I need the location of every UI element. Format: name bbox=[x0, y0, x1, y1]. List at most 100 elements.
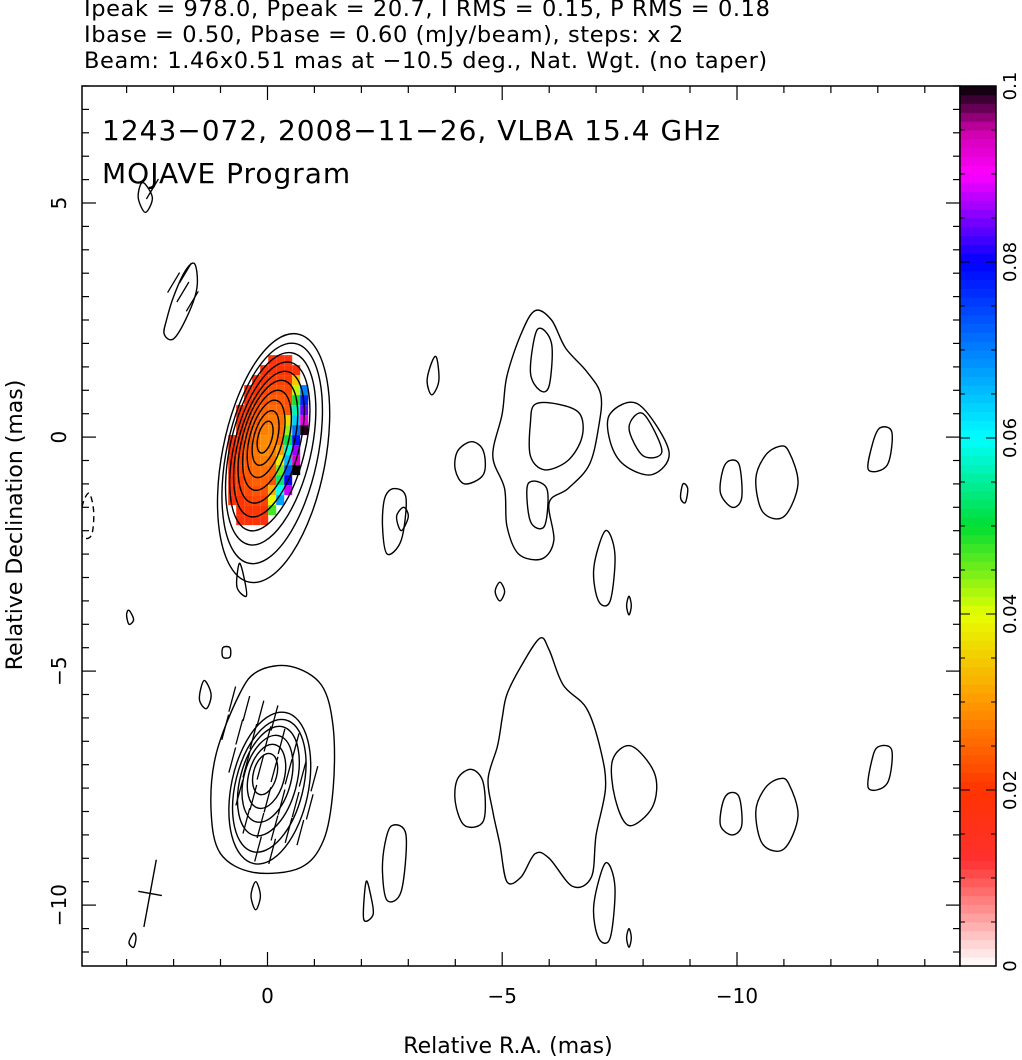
evpa-vector bbox=[235, 719, 244, 745]
x-tick-label: 0 bbox=[261, 984, 274, 1008]
polarization-pixel bbox=[260, 425, 269, 436]
pol-core-contour bbox=[236, 725, 300, 837]
evpa-vector bbox=[263, 726, 272, 752]
core-contour bbox=[229, 361, 311, 532]
colorbar-swatch bbox=[960, 746, 996, 756]
colorbar-swatch bbox=[960, 719, 996, 729]
colorbar-tick-label: 0.08 bbox=[1000, 242, 1021, 282]
colorbar-swatch bbox=[960, 860, 996, 870]
pol-jet-contour bbox=[487, 637, 607, 889]
colorbar-swatch bbox=[960, 781, 996, 791]
evpa-vector bbox=[256, 700, 265, 726]
colorbar-swatch bbox=[960, 930, 996, 941]
colorbar-swatch bbox=[960, 904, 996, 914]
pol-jet-contour bbox=[454, 768, 487, 829]
colorbar-swatch bbox=[960, 939, 996, 949]
header-line-3: Beam: 1.46x0.51 mas at −10.5 deg., Nat. … bbox=[84, 48, 768, 74]
colorbar-swatch bbox=[960, 209, 996, 219]
polarization-pixel bbox=[268, 505, 277, 516]
polarization-pixel bbox=[244, 485, 253, 496]
evpa-vector bbox=[263, 787, 272, 813]
polarization-pixel bbox=[284, 355, 293, 366]
polarization-pixel bbox=[244, 495, 253, 506]
beam-minor-axis bbox=[138, 890, 163, 897]
colorbar-swatch bbox=[960, 323, 996, 333]
polarization-pixel bbox=[252, 465, 261, 476]
colorbar-swatch bbox=[960, 367, 996, 377]
jet-contour bbox=[867, 426, 893, 473]
colorbar-swatch bbox=[960, 455, 996, 465]
evpa-vector bbox=[221, 714, 230, 740]
polarization-pixel bbox=[236, 425, 245, 436]
polarization-pixel bbox=[276, 405, 285, 416]
polarization-pixel bbox=[284, 385, 293, 396]
y-tick-label: −5 bbox=[47, 656, 71, 685]
polarization-pixel bbox=[268, 365, 277, 376]
polarization-pixel bbox=[260, 475, 269, 486]
pol-core-contour bbox=[228, 711, 312, 865]
polarization-pixel bbox=[300, 385, 309, 396]
colorbar-swatch bbox=[960, 182, 996, 193]
colorbar-tick-label: 0.04 bbox=[1000, 594, 1021, 634]
polarization-pixel bbox=[292, 405, 301, 416]
polarization-pixel bbox=[276, 395, 285, 406]
polarization-pixel bbox=[268, 445, 277, 456]
polarization-pixel bbox=[236, 455, 245, 466]
evpa-vector bbox=[291, 733, 300, 759]
polarization-pixel bbox=[268, 465, 277, 476]
polarization-pixel bbox=[244, 515, 253, 526]
polarization-pixel bbox=[276, 365, 285, 376]
polarization-pixel bbox=[228, 445, 237, 456]
colorbar-swatch bbox=[960, 517, 996, 527]
polarization-pixel bbox=[284, 485, 293, 496]
polarization-pixel bbox=[252, 495, 261, 506]
map-layer bbox=[82, 178, 893, 949]
colorbar-swatch bbox=[960, 235, 996, 245]
evpa-vector bbox=[167, 272, 181, 293]
pol-jet-contour bbox=[755, 777, 799, 852]
colorbar-swatch bbox=[960, 244, 996, 254]
negative-contour bbox=[82, 492, 95, 540]
evpa-vector bbox=[242, 808, 251, 834]
source-annotation: 1243−072, 2008−11−26, VLBA 15.4 GHz bbox=[102, 114, 721, 147]
polarization-pixel bbox=[300, 425, 309, 436]
colorbar-swatch bbox=[960, 543, 996, 553]
evpa-vector bbox=[254, 836, 263, 862]
colorbar-swatch bbox=[960, 358, 996, 369]
evpa-vector bbox=[145, 178, 159, 200]
evpa-vector bbox=[249, 784, 258, 811]
core-contour bbox=[221, 342, 324, 565]
header-line-2: Ibase = 0.50, Pbase = 0.60 (mJy/beam), s… bbox=[84, 22, 684, 48]
polarization-pixel bbox=[260, 485, 269, 496]
colorbar-swatch bbox=[960, 473, 996, 483]
colorbar-swatch bbox=[960, 490, 996, 501]
pol-core-contour bbox=[246, 743, 287, 810]
colorbar-swatch bbox=[960, 922, 996, 932]
colorbar-swatch bbox=[960, 103, 996, 113]
colorbar-swatch bbox=[960, 834, 996, 844]
header-line-1: Ipeak = 978.0, Ppeak = 20.7, I RMS = 0.1… bbox=[84, 0, 771, 22]
pol-jet-contour bbox=[250, 880, 262, 911]
jet-contour bbox=[454, 440, 487, 485]
polarization-pixel bbox=[292, 445, 301, 456]
polarization-pixel bbox=[228, 485, 237, 496]
colorbar-swatch bbox=[960, 429, 996, 439]
colorbar-swatch bbox=[960, 112, 996, 122]
colorbar-swatch bbox=[960, 675, 996, 685]
polarization-pixel bbox=[292, 415, 301, 426]
colorbar-swatch bbox=[960, 94, 996, 105]
polarization-pixel bbox=[276, 355, 285, 366]
polarization-pixel bbox=[276, 415, 285, 426]
x-tick-label: −5 bbox=[487, 984, 516, 1008]
colorbar-swatch bbox=[960, 200, 996, 210]
polarization-pixel bbox=[284, 455, 293, 466]
colorbar-swatch bbox=[960, 226, 996, 237]
evpa-vector bbox=[242, 695, 251, 722]
polarization-pixel bbox=[236, 435, 245, 446]
evpa-vector bbox=[291, 791, 300, 818]
colorbar-swatch bbox=[960, 376, 996, 386]
polarization-pixel bbox=[292, 385, 301, 396]
jet-contour bbox=[137, 181, 154, 214]
polarization-pixel bbox=[276, 455, 285, 466]
